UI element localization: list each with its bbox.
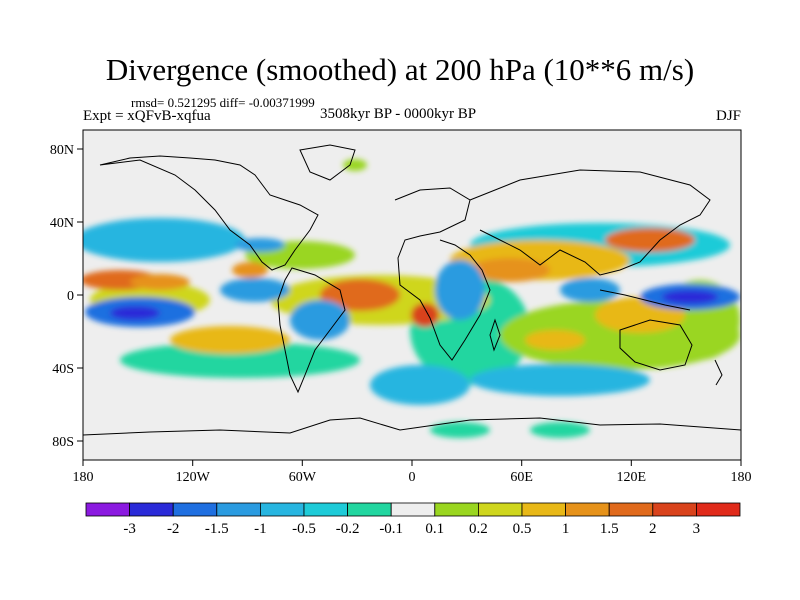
- lat-tick-labels: 80N 40N 0 40S 80S: [50, 143, 74, 450]
- lat-tick-label: 40N: [50, 216, 74, 231]
- lon-tick-label: 180: [73, 470, 94, 485]
- lon-tick-label: 180: [731, 470, 752, 485]
- colorbar-label: 1: [562, 521, 570, 537]
- contour-region: [320, 279, 400, 311]
- map-title: Divergence (smoothed) at 200 hPa (10**6 …: [105, 52, 695, 87]
- divergence-field: [83, 130, 741, 460]
- experiment-label: Expt = xQFvB-xqfua: [83, 108, 211, 124]
- colorbar-label: -3: [123, 521, 136, 537]
- lon-tick-label: 60W: [289, 470, 317, 485]
- colorbar-swatch: [390, 502, 436, 517]
- colorbar-swatch: [696, 502, 741, 517]
- contour-region: [130, 274, 190, 290]
- contour-region: [560, 278, 620, 302]
- contour-region: [430, 422, 490, 438]
- colorbar-swatch: [85, 502, 130, 517]
- contour-region: [120, 342, 360, 378]
- contour-region: [605, 228, 695, 252]
- colorbar-swatch: [216, 502, 261, 517]
- lat-tick-label: 40S: [52, 362, 74, 377]
- colorbar-swatch: [172, 502, 218, 517]
- lon-tick-label: 60E: [510, 470, 533, 485]
- colorbar-swatch: [434, 502, 479, 517]
- rmsd-diff-stats: rmsd= 0.521295 diff= -0.00371999: [131, 95, 315, 110]
- coastlines: [83, 144, 741, 436]
- colorbar-swatch: [565, 502, 610, 517]
- time-period-label: 3508kyr BP - 0000kyr BP: [320, 106, 477, 122]
- colorbar-label: -1.5: [205, 521, 229, 537]
- colorbar-label: -0.5: [292, 521, 316, 537]
- colorbar-swatch: [477, 502, 523, 517]
- colorbar-swatch: [521, 502, 566, 517]
- colorbar-label: -0.2: [336, 521, 360, 537]
- contour-region: [110, 306, 160, 320]
- lon-tick-label: 120W: [176, 470, 211, 485]
- colorbar-label: 0.1: [425, 521, 444, 537]
- lon-tick-label: 0: [409, 470, 416, 485]
- contour-region: [83, 218, 245, 262]
- contour-region: [530, 422, 590, 438]
- colorbar: -3 -2 -1.5 -1 -0.5 -0.2 -0.1 0.1 0.2 0.5 1 1.5 2 3: [85, 502, 741, 537]
- colorbar-swatch: [259, 502, 305, 517]
- colorbar-swatch: [347, 502, 392, 517]
- contour-region: [290, 300, 350, 340]
- colorbar-swatch: [129, 502, 174, 517]
- colorbar-label: 2: [649, 521, 657, 537]
- colorbar-label: 0.5: [513, 521, 532, 537]
- colorbar-label: 1.5: [600, 521, 619, 537]
- colorbar-label: 3: [693, 521, 701, 537]
- contour-region: [235, 238, 285, 252]
- colorbar-swatch: [303, 502, 348, 517]
- colorbar-swatch: [652, 502, 697, 517]
- lat-tick-label: 80N: [50, 143, 74, 158]
- contour-region: [170, 326, 290, 354]
- season-label: DJF: [715, 108, 741, 124]
- colorbar-label: 0.2: [469, 521, 488, 537]
- contour-region: [220, 278, 290, 302]
- contour-region: [470, 258, 550, 282]
- lon-tick-label: 120E: [617, 470, 647, 485]
- contour-region: [470, 364, 650, 396]
- colorbar-swatch: [608, 502, 654, 517]
- contour-region: [343, 159, 367, 171]
- colorbar-label: -2: [167, 521, 180, 537]
- contour-region: [411, 303, 439, 327]
- colorbar-label: -0.1: [379, 521, 403, 537]
- lon-tick-labels: 180 120W 60W 0 60E 120E 180: [73, 470, 752, 485]
- contour-region: [435, 260, 485, 320]
- lat-tick-label: 0: [67, 289, 74, 304]
- contour-region: [370, 365, 470, 405]
- contour-region: [232, 262, 268, 278]
- lat-tick-label: 80S: [52, 435, 74, 450]
- contour-region: [662, 290, 718, 304]
- contour-region: [525, 330, 585, 350]
- colorbar-label: -1: [254, 521, 267, 537]
- axis-ticks: [77, 148, 742, 466]
